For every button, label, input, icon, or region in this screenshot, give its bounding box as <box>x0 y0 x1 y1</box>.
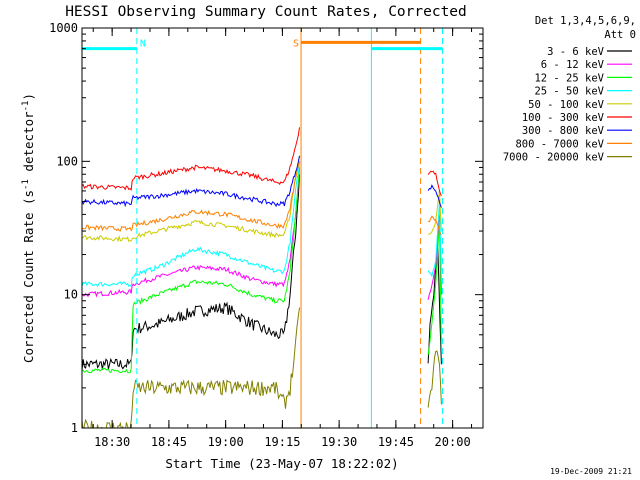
series-line-3 <box>82 161 300 288</box>
series-line-b-3 <box>427 201 442 278</box>
series-line-4 <box>82 155 300 243</box>
series-line-0 <box>82 174 300 371</box>
legend-label-7: 800 - 7000 keV <box>515 138 604 150</box>
y-axis-title-mid: detector <box>21 111 36 179</box>
series-line-b-4 <box>428 190 442 235</box>
legend-label-1: 6 - 12 keV <box>541 59 605 71</box>
legend-label-2: 12 - 25 keV <box>534 72 604 84</box>
series-line-b-0 <box>427 242 442 365</box>
series-line-1 <box>82 167 300 298</box>
y-tick-label-2: 100 <box>56 154 78 168</box>
y-axis-title-end: ) <box>21 93 36 101</box>
y-axis-title: Corrected Count Rate (s-1 detector-1) <box>21 93 36 363</box>
chart-title: HESSI Observing Summary Count Rates, Cor… <box>65 4 467 20</box>
x-axis: 18:30 18:45 19:00 19:15 19:30 19:45 20:00 <box>92 28 473 449</box>
x-axis-title: Start Time (23-May-07 18:22:02) <box>165 456 398 471</box>
legend-label-0: 3 - 6 keV <box>547 46 605 58</box>
legend-label-3: 25 - 50 keV <box>534 86 604 98</box>
series-line-b-6 <box>427 184 442 208</box>
x-tick-label-2: 19:00 <box>208 435 244 449</box>
x-tick-label-4: 19:30 <box>321 435 357 449</box>
annotation-label-1: S <box>293 39 299 50</box>
series-line-5 <box>82 127 300 191</box>
x-tick-label-5: 19:45 <box>378 435 414 449</box>
annotation-label-0: N <box>140 39 146 50</box>
legend-header-line2: Att 0 <box>604 29 636 41</box>
y-axis: 1 10 100 1000 <box>49 21 483 435</box>
x-tick-label-0: 18:30 <box>94 435 130 449</box>
series-line-b-5 <box>427 170 442 197</box>
y-tick-label-0: 1 <box>71 421 78 435</box>
legend-label-5: 100 - 300 keV <box>522 112 605 124</box>
y-tick-label-1: 10 <box>64 288 78 302</box>
y-axis-title-sup2: -1 <box>21 101 31 112</box>
series-line-7 <box>82 161 300 232</box>
x-tick-label-3: 19:15 <box>264 435 300 449</box>
series-line-b-7 <box>428 215 442 236</box>
timestamp: 19-Dec-2009 21:21 <box>550 467 632 476</box>
series-line-6 <box>82 155 300 208</box>
y-tick-label-3: 1000 <box>49 21 78 35</box>
x-tick-label-6: 20:00 <box>435 435 471 449</box>
series-group <box>82 127 442 428</box>
series-line-b-8 <box>427 350 442 408</box>
x-tick-label-1: 18:45 <box>151 435 187 449</box>
legend-label-8: 7000 - 20000 keV <box>503 152 605 164</box>
legend-label-6: 300 - 800 keV <box>522 125 605 137</box>
y-axis-title-base: Corrected Count Rate (s <box>21 190 36 363</box>
series-line-8 <box>82 307 300 428</box>
legend-header-line1: Det 1,3,4,5,6,9, <box>535 15 636 27</box>
legend-label-4: 50 - 100 keV <box>528 99 605 111</box>
y-axis-title-sup1: -1 <box>21 179 31 190</box>
plot-frame <box>81 27 484 429</box>
series-line-2 <box>82 167 300 374</box>
